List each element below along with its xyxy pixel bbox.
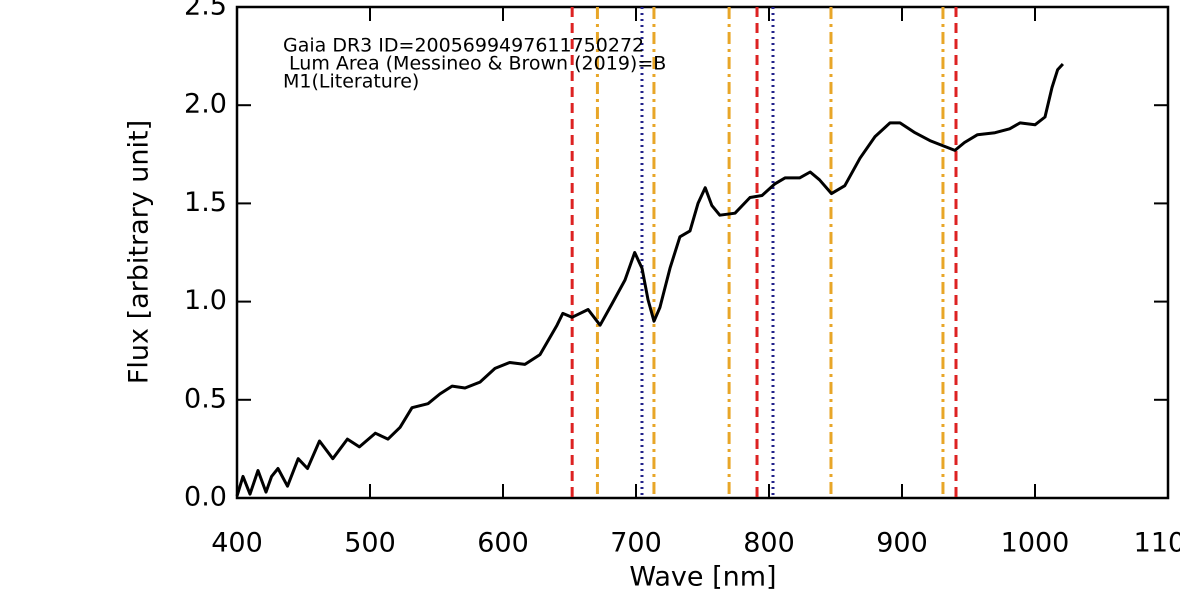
y-tick-label: 0.0	[184, 482, 227, 513]
annotation: Lum Area (Messineo & Brown (2019)=B	[283, 53, 666, 75]
x-tick-label: 800	[743, 528, 795, 559]
x-tick-label: 1100	[1134, 528, 1180, 559]
y-tick-label: 0.5	[184, 383, 227, 414]
x-tick-label: 400	[211, 528, 263, 559]
annotation: M1(Literature)	[283, 71, 419, 93]
y-tick-label: 1.5	[184, 187, 227, 218]
plot-frame	[235, 5, 1170, 500]
spectrum-line	[235, 62, 1065, 497]
annotation: Gaia DR3 ID=2005699497611750272	[283, 35, 644, 57]
y-tick-label: 2.5	[184, 0, 227, 22]
y-tick-label: 1.0	[184, 285, 227, 316]
y-tick-label: 2.0	[184, 89, 227, 120]
x-tick-label: 700	[610, 528, 662, 559]
x-tick-label: 1000	[1001, 528, 1070, 559]
x-tick-label: 900	[876, 528, 928, 559]
x-tick-label: 600	[477, 528, 529, 559]
x-tick-label: 500	[344, 528, 396, 559]
y-axis-label: Flux [arbitrary unit]	[124, 120, 155, 384]
x-axis-label: Wave [nm]	[629, 562, 776, 590]
